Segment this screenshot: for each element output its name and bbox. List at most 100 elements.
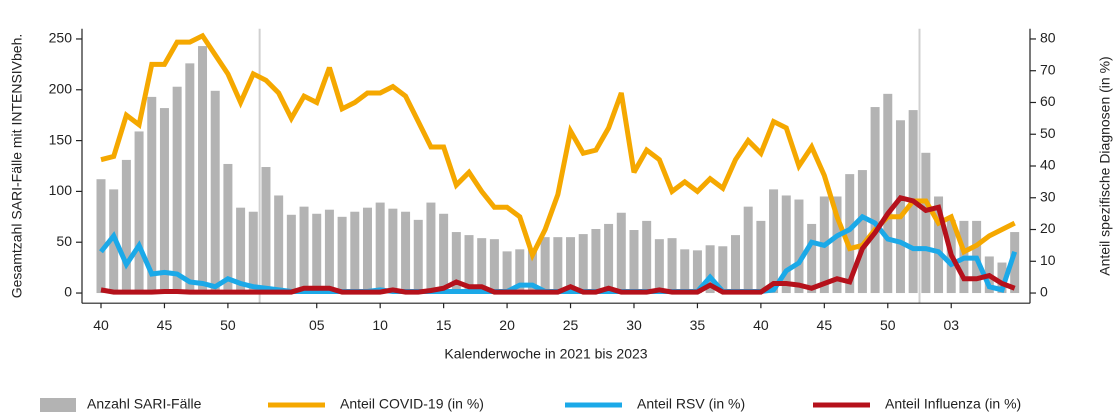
y2-tick-label: 60	[1040, 93, 1056, 109]
bar	[591, 229, 601, 294]
y2-tick-label: 50	[1040, 125, 1056, 141]
x-tick-label: 50	[220, 317, 236, 333]
x-tick-label: 40	[753, 317, 769, 333]
y2-tick-label: 40	[1040, 157, 1056, 173]
bar	[604, 223, 614, 294]
bar	[134, 131, 144, 294]
bar	[667, 238, 677, 294]
bar	[312, 213, 322, 294]
bar	[147, 96, 157, 294]
bar	[172, 86, 182, 294]
bar	[502, 251, 512, 294]
y2-tick-label: 0	[1040, 284, 1048, 300]
x-tick-label: 50	[880, 317, 896, 333]
bar	[185, 63, 195, 294]
bar	[629, 230, 639, 294]
bar	[477, 238, 487, 294]
y2-axis-title: Anteil spezifische Diagnosen (in %)	[1097, 56, 1113, 275]
bar	[96, 179, 106, 294]
bar	[439, 213, 449, 294]
y2-tick-label: 80	[1040, 30, 1056, 46]
legend-label: Anteil RSV (in %)	[637, 396, 745, 412]
bar	[718, 246, 728, 294]
bar	[413, 219, 423, 294]
bar	[489, 239, 499, 294]
legend-label: Anteil Influenza (in %)	[885, 396, 1021, 412]
bar	[845, 174, 855, 294]
legend-label: Anteil COVID-19 (in %)	[340, 396, 484, 412]
bar	[997, 262, 1007, 294]
y2-tick-label: 20	[1040, 220, 1056, 236]
bar	[261, 167, 271, 294]
legend-label: Anzahl SARI-Fälle	[87, 396, 202, 412]
bar	[1010, 232, 1020, 294]
y-tick-label: 150	[49, 131, 73, 147]
y-tick-label: 0	[64, 284, 72, 300]
x-tick-label: 35	[690, 317, 706, 333]
bar	[921, 152, 931, 294]
x-tick-label: 03	[943, 317, 959, 333]
bar	[781, 195, 791, 294]
y2-tick-label: 70	[1040, 61, 1056, 77]
bar	[464, 235, 474, 294]
bar	[299, 206, 309, 294]
bar	[286, 214, 296, 294]
bar	[451, 232, 461, 294]
x-tick-label: 45	[157, 317, 173, 333]
bar	[515, 249, 525, 294]
bar	[756, 220, 766, 294]
y-axis-title: Gesamtzahl SARI-Fälle mit INTENSIVbeh.	[9, 34, 25, 299]
x-tick-label: 20	[499, 317, 515, 333]
bar	[121, 159, 131, 294]
bar	[578, 234, 588, 294]
bar	[832, 196, 842, 294]
bar	[807, 223, 817, 294]
y2-tick-label: 30	[1040, 188, 1056, 204]
bar	[883, 93, 893, 294]
bar	[616, 212, 626, 294]
y-tick-label: 50	[56, 233, 72, 249]
bar	[870, 107, 880, 294]
x-tick-label: 45	[817, 317, 833, 333]
x-tick-label: 25	[563, 317, 579, 333]
bar	[236, 207, 246, 294]
y-tick-label: 200	[49, 80, 73, 96]
bar	[210, 90, 220, 294]
bar	[248, 211, 258, 294]
bar	[857, 170, 867, 294]
bar	[731, 235, 740, 294]
bar	[553, 237, 563, 294]
bar	[426, 202, 436, 294]
x-tick-label: 15	[436, 317, 452, 333]
bar	[654, 239, 664, 294]
bar	[794, 199, 804, 294]
x-axis-title: Kalenderwoche in 2021 bis 2023	[444, 346, 647, 362]
y-tick-label: 100	[49, 182, 73, 198]
bar	[743, 206, 753, 294]
bar	[895, 120, 905, 294]
x-tick-label: 30	[626, 317, 642, 333]
bar	[692, 250, 702, 294]
bar	[934, 196, 944, 294]
x-tick-label: 05	[309, 317, 325, 333]
bar	[350, 211, 360, 294]
bar	[566, 237, 576, 294]
bar	[375, 202, 385, 294]
x-tick-label: 40	[93, 317, 109, 333]
bar	[401, 211, 411, 294]
y-tick-label: 250	[49, 30, 73, 46]
legend-swatch	[40, 398, 76, 412]
bar	[223, 163, 233, 294]
bar	[540, 237, 550, 294]
bar	[388, 208, 398, 294]
bar	[705, 245, 715, 294]
bar	[324, 209, 334, 294]
bar	[198, 46, 208, 294]
line	[100, 194, 1016, 295]
bar	[680, 249, 690, 294]
bar	[362, 207, 372, 294]
y2-tick-label: 10	[1040, 252, 1056, 268]
x-tick-label: 10	[372, 317, 388, 333]
bar	[274, 195, 284, 294]
